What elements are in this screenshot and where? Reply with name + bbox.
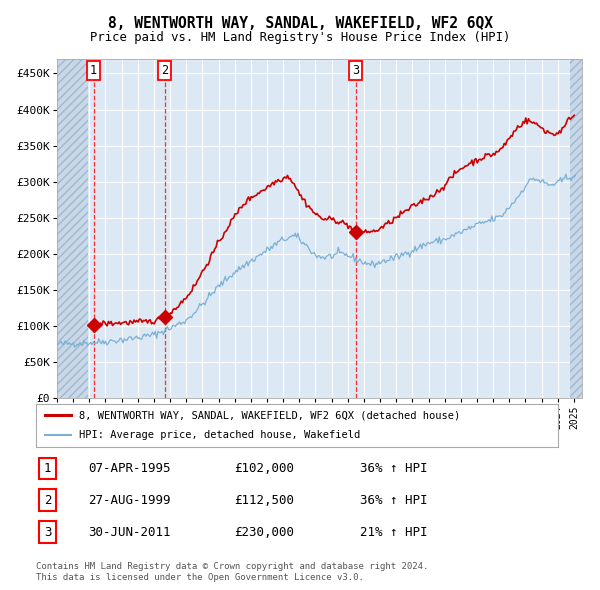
Text: 27-AUG-1999: 27-AUG-1999	[88, 494, 170, 507]
Text: 07-APR-1995: 07-APR-1995	[88, 462, 170, 475]
Text: Contains HM Land Registry data © Crown copyright and database right 2024.: Contains HM Land Registry data © Crown c…	[36, 562, 428, 571]
Text: HPI: Average price, detached house, Wakefield: HPI: Average price, detached house, Wake…	[79, 430, 360, 440]
Text: £230,000: £230,000	[235, 526, 295, 539]
Text: 2: 2	[44, 494, 51, 507]
Text: 1: 1	[90, 64, 97, 77]
Text: 3: 3	[352, 64, 359, 77]
Text: 3: 3	[44, 526, 51, 539]
Text: 8, WENTWORTH WAY, SANDAL, WAKEFIELD, WF2 6QX: 8, WENTWORTH WAY, SANDAL, WAKEFIELD, WF2…	[107, 16, 493, 31]
Text: £102,000: £102,000	[235, 462, 295, 475]
Text: 36% ↑ HPI: 36% ↑ HPI	[359, 462, 427, 475]
Text: 21% ↑ HPI: 21% ↑ HPI	[359, 526, 427, 539]
Text: This data is licensed under the Open Government Licence v3.0.: This data is licensed under the Open Gov…	[36, 572, 364, 582]
Text: 2: 2	[161, 64, 168, 77]
Text: £112,500: £112,500	[235, 494, 295, 507]
Text: 8, WENTWORTH WAY, SANDAL, WAKEFIELD, WF2 6QX (detached house): 8, WENTWORTH WAY, SANDAL, WAKEFIELD, WF2…	[79, 410, 460, 420]
Text: 36% ↑ HPI: 36% ↑ HPI	[359, 494, 427, 507]
Text: 30-JUN-2011: 30-JUN-2011	[88, 526, 170, 539]
Text: Price paid vs. HM Land Registry's House Price Index (HPI): Price paid vs. HM Land Registry's House …	[90, 31, 510, 44]
Text: 1: 1	[44, 462, 51, 475]
